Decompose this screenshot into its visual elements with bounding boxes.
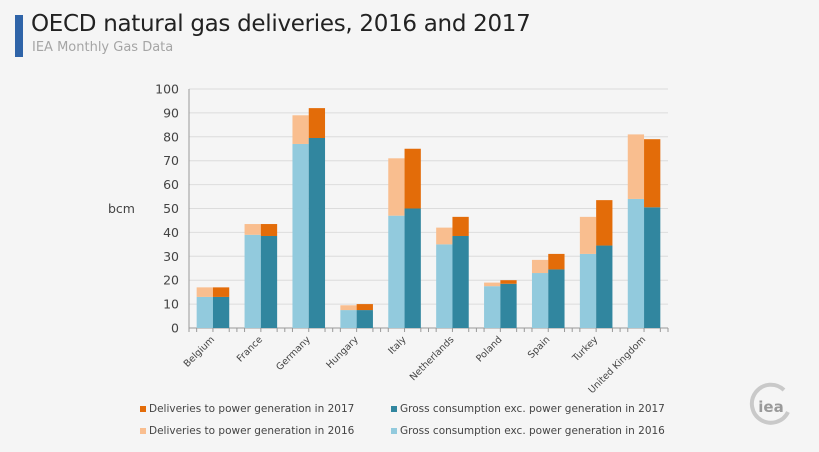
legend-label: Deliveries to power generation in 2017 bbox=[149, 403, 355, 415]
bar-segment bbox=[404, 208, 421, 328]
bar-segment bbox=[452, 235, 469, 328]
bar-segment bbox=[627, 134, 645, 199]
y-tick-label: 70 bbox=[163, 153, 179, 168]
bar-segment bbox=[484, 286, 501, 328]
x-tick-label: Turkey bbox=[570, 334, 601, 365]
bar-segment bbox=[292, 115, 309, 144]
chart-subtitle: IEA Monthly Gas Data bbox=[32, 40, 174, 55]
iea-logo: iea bbox=[749, 382, 790, 425]
bar-segment bbox=[531, 273, 549, 328]
bar-segment bbox=[244, 224, 261, 235]
bar-segment bbox=[244, 234, 261, 328]
legend-swatch bbox=[391, 428, 397, 434]
y-tick-label: 80 bbox=[163, 129, 179, 144]
bar-segment bbox=[212, 296, 230, 328]
bar-segment bbox=[484, 282, 501, 287]
y-tick-label: 90 bbox=[163, 105, 179, 120]
x-tick-label: Netherlands bbox=[408, 334, 457, 383]
y-axis-label: bcm bbox=[108, 201, 135, 216]
bar-segment bbox=[579, 216, 597, 254]
x-tick-label: Italy bbox=[386, 334, 409, 357]
y-tick-label: 100 bbox=[155, 82, 179, 97]
bar-segment bbox=[500, 283, 517, 328]
bar-segment bbox=[436, 227, 453, 245]
bar-segment bbox=[260, 235, 278, 328]
x-tick-label: Spain bbox=[526, 334, 553, 361]
y-tick-label: 50 bbox=[163, 201, 179, 216]
legend-swatch bbox=[140, 406, 146, 412]
bar-segment bbox=[404, 148, 421, 209]
x-tick-label: Poland bbox=[474, 334, 504, 364]
bar-segment bbox=[644, 139, 661, 208]
legend-item-power-2016: Deliveries to power generation in 2016 bbox=[140, 425, 354, 437]
legend-item-gross-2016: Gross consumption exc. power generation … bbox=[391, 425, 665, 437]
y-tick-label: 60 bbox=[163, 177, 179, 192]
bar-segment bbox=[196, 287, 213, 297]
bar-segment bbox=[196, 296, 213, 328]
y-tick-label: 40 bbox=[163, 225, 179, 240]
bar-segment bbox=[308, 137, 326, 328]
legend-label: Gross consumption exc. power generation … bbox=[400, 403, 665, 415]
y-tick-label: 30 bbox=[163, 249, 179, 264]
bar-segment bbox=[436, 244, 453, 328]
bar-segment bbox=[531, 259, 549, 274]
bar-segment bbox=[292, 143, 309, 328]
y-tick-label: 0 bbox=[171, 321, 179, 336]
bar-segment bbox=[644, 207, 661, 328]
y-tick-label: 10 bbox=[163, 297, 179, 312]
x-tick-label: Belgium bbox=[182, 334, 217, 369]
bar-segment bbox=[388, 158, 405, 216]
bar-segment bbox=[260, 224, 278, 236]
legend-label: Deliveries to power generation in 2016 bbox=[149, 425, 355, 437]
x-tick-label: France bbox=[235, 334, 265, 364]
bar-segment bbox=[548, 253, 565, 270]
bar-segment bbox=[500, 280, 517, 284]
bar-segment bbox=[596, 200, 613, 246]
chart-title: OECD natural gas deliveries, 2016 and 20… bbox=[31, 11, 531, 37]
bar-segment bbox=[388, 215, 405, 328]
bar-segment bbox=[308, 108, 326, 138]
x-tick-label: Germany bbox=[274, 334, 313, 373]
bar-segment bbox=[627, 198, 645, 328]
logo-text: iea bbox=[758, 398, 783, 416]
bar-segment bbox=[212, 287, 230, 297]
legend-swatch bbox=[140, 428, 146, 434]
bar-segment bbox=[452, 216, 469, 236]
title-accent-bar bbox=[15, 15, 23, 57]
logo-arc bbox=[749, 382, 790, 425]
y-tick-label: 20 bbox=[163, 273, 179, 288]
legend-swatch bbox=[391, 406, 397, 412]
bar-segment bbox=[579, 253, 597, 328]
bar-segment bbox=[356, 310, 373, 328]
bar-segment bbox=[340, 305, 357, 311]
bar-segment bbox=[596, 245, 613, 328]
legend-label: Gross consumption exc. power generation … bbox=[400, 425, 665, 437]
x-tick-label: Hungary bbox=[324, 334, 361, 371]
bar-segment bbox=[548, 269, 565, 328]
bar-segment bbox=[340, 310, 357, 328]
bar-segment bbox=[356, 304, 373, 311]
legend-item-gross-2017: Gross consumption exc. power generation … bbox=[391, 403, 665, 415]
legend-item-power-2017: Deliveries to power generation in 2017 bbox=[140, 403, 354, 415]
